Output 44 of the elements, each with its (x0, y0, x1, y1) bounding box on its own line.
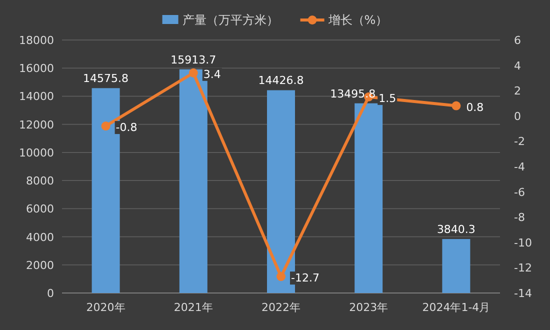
legend-label: 产量（万平方米） (182, 13, 278, 27)
point (101, 122, 110, 131)
data-label: -12.7 (291, 272, 320, 285)
y2-tick-label: 6 (514, 34, 521, 47)
y2-tick-label: 2 (514, 84, 521, 98)
bar (442, 239, 470, 293)
bar (354, 103, 383, 293)
y-tick-label: 8000 (26, 174, 54, 188)
data-label: -0.8 (116, 121, 138, 134)
point (276, 272, 286, 282)
y2-tick-label: -14 (514, 287, 532, 300)
y2-tick-label: -4 (514, 160, 525, 174)
y-tick-label: 14000 (19, 90, 54, 104)
data-label: 13495.8 (330, 87, 376, 100)
x-tick-label: 2021年 (174, 301, 213, 314)
data-label: 15913.7 (170, 53, 216, 66)
x-tick-label: 2024年1-4月 (422, 301, 490, 314)
point (452, 101, 461, 110)
data-label: 1.5 (378, 92, 396, 105)
data-label: 14426.8 (258, 74, 304, 88)
y2-tick-label: -2 (514, 135, 525, 148)
data-label: 14575.8 (83, 72, 129, 86)
y-tick-label: 4000 (26, 230, 54, 244)
y-tick-label: 16000 (19, 62, 54, 76)
y2-tick-label: -10 (514, 236, 532, 250)
x-tick-label: 2020年 (86, 301, 126, 314)
y2-tick-label: -12 (514, 262, 532, 275)
y2-tick-label: 4 (514, 59, 521, 72)
data-label: 0.8 (466, 100, 484, 114)
y2-tick-label: 0 (514, 110, 521, 123)
x-tick-label: 2022年 (262, 301, 300, 314)
y2-tick-label: -6 (514, 186, 525, 199)
point (188, 68, 198, 78)
y-tick-label: 10000 (19, 146, 54, 160)
y-tick-label: 2000 (26, 258, 54, 272)
y-tick-label: 0 (47, 287, 54, 300)
y-tick-label: 12000 (19, 118, 54, 132)
data-label: 3.4 (203, 68, 221, 81)
x-tick-label: 2023年 (349, 301, 388, 314)
y-tick-label: 18000 (19, 34, 54, 47)
y2-tick-label: -8 (514, 211, 525, 224)
legend-label: 增长（%） (327, 13, 388, 27)
data-label: 3840.3 (436, 223, 476, 236)
y-tick-label: 6000 (26, 202, 54, 216)
